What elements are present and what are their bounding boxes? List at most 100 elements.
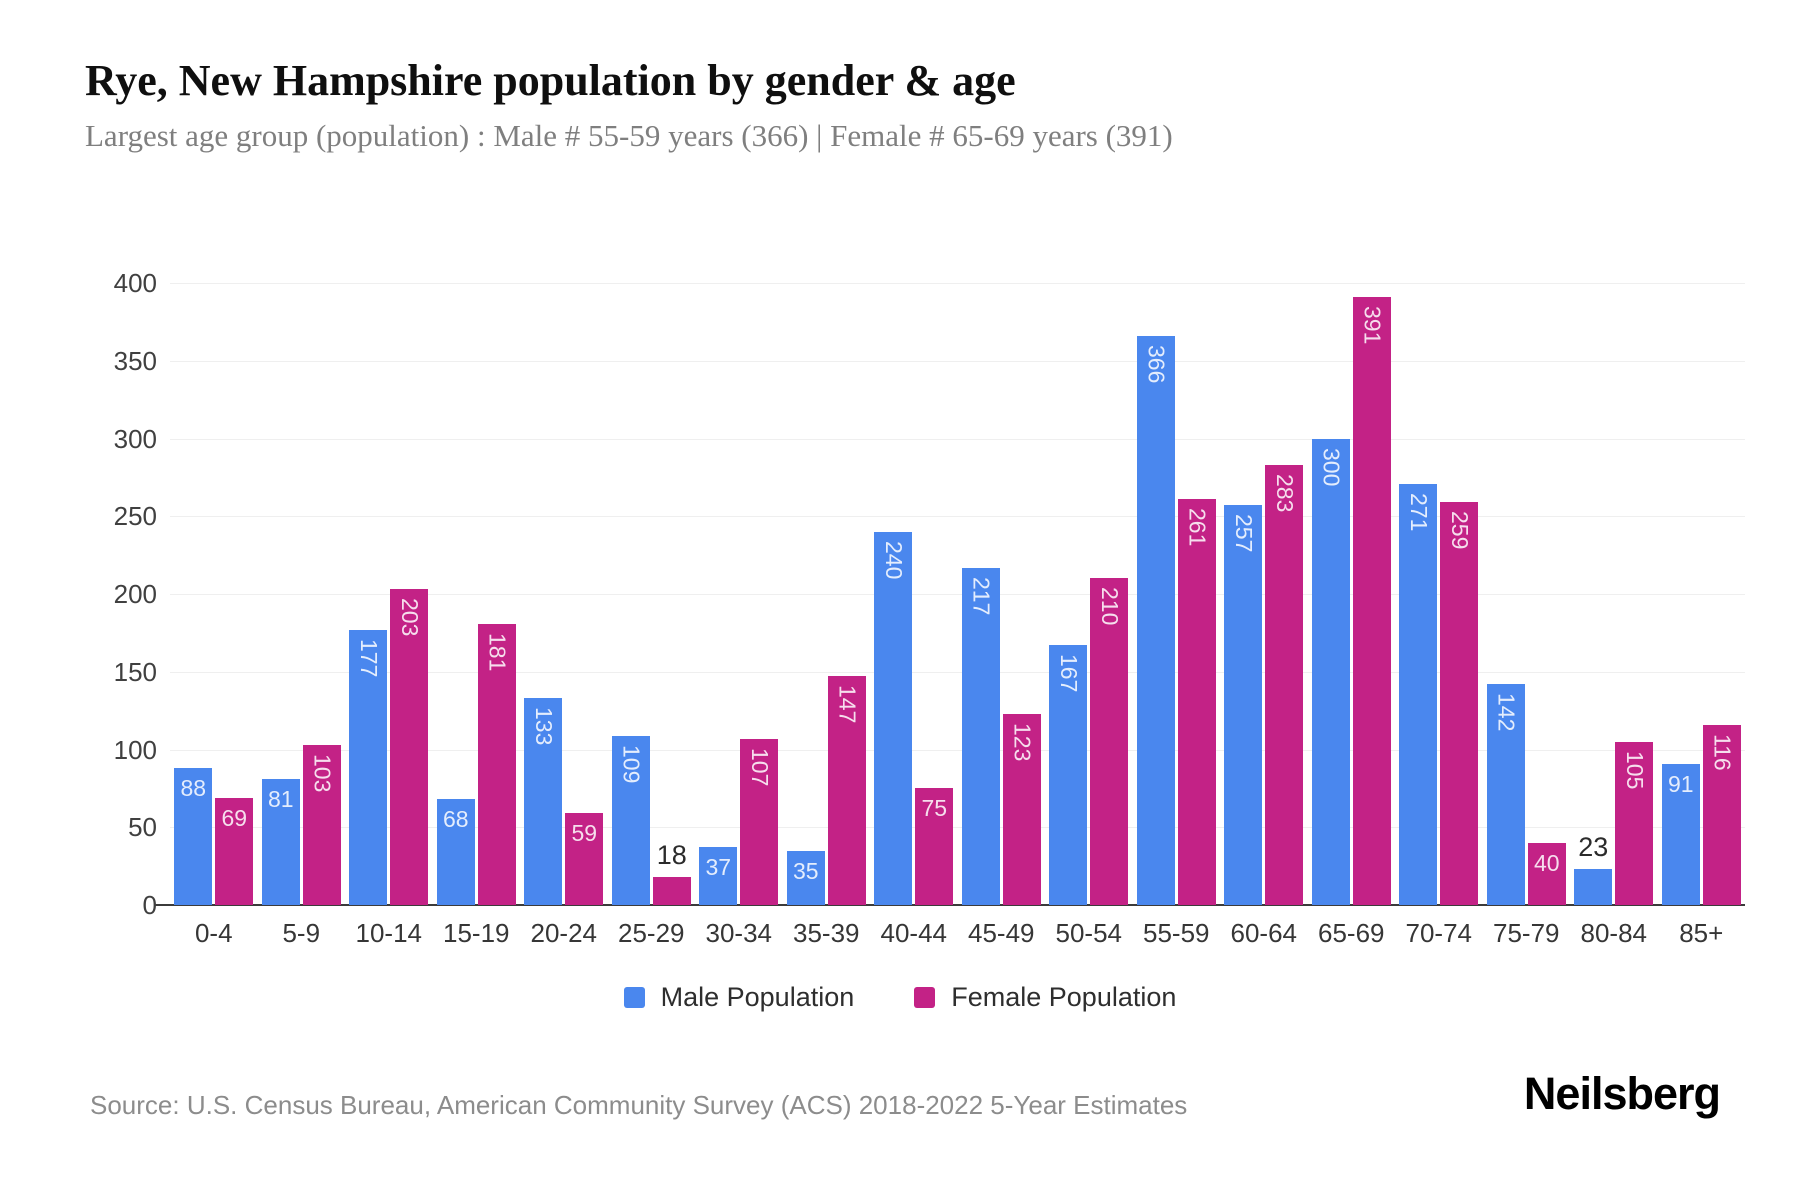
y-tick-label-400: 400 [113,268,157,298]
bar-male-45-49[interactable]: 217 [961,567,1000,905]
bar-group-25-29: 109 18 [608,283,696,905]
x-tick-label-40-44: 40-44 [880,918,948,948]
bar-value-label: 257 [1230,514,1257,553]
bar-male-20-24[interactable]: 133 [524,698,563,905]
bar-female-0-4[interactable]: 69 [215,797,254,905]
bar-male-35-39[interactable]: 35 [786,850,825,905]
bar-value-label: 283 [1271,473,1298,513]
bar-male-65-69[interactable]: 300 [1311,438,1350,905]
bar-group-75-79: 142 40 [1483,283,1571,905]
bar-group-55-59: 366 261 [1133,283,1221,905]
bar-male-75-79[interactable]: 142 [1486,684,1525,905]
bar-female-35-39[interactable]: 147 [827,676,866,905]
bar-value-label: 23 [1578,832,1609,863]
bar-female-55-59[interactable]: 261 [1177,499,1216,905]
bar-value-label: 18 [656,840,687,871]
bar-male-55-59[interactable]: 366 [1136,335,1175,905]
plot-area: 0 50 100 150 200 250 300 350 400 88 69 81 103 177 203 6… [114,268,1745,920]
bar-value-label: 177 [355,638,382,678]
bar-group-40-44: 240 75 [870,283,958,905]
gridline-200 [170,594,1745,595]
bar-value-label: 366 [1143,344,1170,384]
gridline-150 [170,671,1745,673]
bar-value-label: 123 [1009,722,1036,762]
chart-legend: Male Population Female Population [0,982,1800,1013]
bar-female-15-19[interactable]: 181 [477,623,516,905]
x-tick-label-5-9: 5-9 [282,918,321,948]
legend-item-male[interactable]: Male Population [623,982,854,1013]
y-tick-label-150: 150 [113,656,157,687]
bar-male-10-14[interactable]: 177 [349,629,388,905]
bar-value-label: 103 [309,753,336,793]
bar-female-60-64[interactable]: 283 [1265,464,1304,905]
bar-value-label: 300 [1318,447,1345,486]
bar-female-10-14[interactable]: 203 [390,589,429,905]
bar-value-label: 147 [834,685,861,724]
y-tick-label-0: 0 [142,890,157,920]
bar-male-60-64[interactable]: 257 [1224,505,1263,905]
y-tick-label-300: 300 [113,423,157,454]
bar-group-30-34: 37 107 [695,283,783,905]
y-tick-label-100: 100 [113,734,157,765]
legend-item-female[interactable]: Female Population [914,982,1176,1013]
bar-value-label: 210 [1096,587,1123,626]
x-tick-label-85+: 85+ [1679,918,1724,948]
bar-female-80-84[interactable]: 105 [1615,741,1654,905]
bar-male-85+[interactable]: 91 [1661,763,1700,905]
x-tick-label-10-14: 10-14 [355,918,423,948]
bar-female-70-74[interactable]: 259 [1440,502,1479,905]
bar-value-label: 271 [1405,492,1432,531]
bar-value-label: 59 [571,820,598,847]
bar-group-20-24: 133 59 [520,283,608,905]
y-tick-label-200: 200 [113,579,157,609]
bar-group-60-64: 257 283 [1220,283,1308,905]
bar-group-5-9: 81 103 [258,283,346,905]
legend-swatch-female [914,987,936,1008]
bar-female-50-54[interactable]: 210 [1090,578,1129,905]
bar-male-50-54[interactable]: 167 [1049,645,1088,905]
bar-male-40-44[interactable]: 240 [874,531,913,905]
bar-value-label: 40 [1533,849,1560,876]
bar-female-20-24[interactable]: 59 [565,813,604,905]
bar-group-50-54: 167 210 [1045,283,1133,905]
gridline-400 [170,283,1745,284]
bar-group-10-14: 177 203 [345,283,433,905]
bar-female-5-9[interactable]: 103 [302,744,341,905]
bar-group-15-19: 68 181 [433,283,521,905]
bar-male-15-19[interactable]: 68 [436,799,475,905]
x-tick-label-70-74: 70-74 [1405,918,1473,948]
bar-group-85+: 91 116 [1658,283,1746,905]
bar-male-5-9[interactable]: 81 [261,779,300,905]
bar-male-30-34[interactable]: 37 [699,847,738,905]
source-attribution: Source: U.S. Census Bureau, American Com… [90,1090,1188,1120]
bar-female-75-79[interactable]: 40 [1527,842,1566,905]
bar-male-70-74[interactable]: 271 [1399,483,1438,905]
bar-male-80-84[interactable]: 23 [1574,832,1613,905]
x-tick-label-20-24: 20-24 [530,918,598,948]
bar-female-40-44[interactable]: 75 [915,788,954,905]
x-axis-labels: 0-4 5-9 10-14 15-19 20-24 25-29 30-34 35-39 40-4… [170,918,1745,949]
y-tick-label-350: 350 [113,345,157,376]
gridline-50 [170,827,1745,829]
legend-label-female: Female Population [951,982,1177,1012]
bar-value-label: 91 [1667,770,1694,797]
bar-value-label: 261 [1184,508,1211,547]
bar-group-80-84: 23 105 [1570,283,1658,905]
neilsberg-logo: Neilsberg [1523,1068,1721,1119]
gridline-250 [170,516,1745,518]
bar-group-45-49: 217 123 [958,283,1046,905]
gridline-350 [170,360,1745,362]
bar-group-35-39: 35 147 [783,283,871,905]
bar-male-0-4[interactable]: 88 [174,768,213,905]
bar-female-65-69[interactable]: 391 [1352,297,1391,905]
legend-swatch-male [623,987,645,1008]
bar-female-45-49[interactable]: 123 [1002,713,1041,905]
bar-male-25-29[interactable]: 109 [611,735,650,905]
bar-value-label: 81 [267,786,294,813]
bar-female-85+[interactable]: 116 [1702,724,1741,905]
bar-value-label: 105 [1621,750,1648,790]
bar-groups: 88 69 81 103 177 203 68 181 133 59 109 18 37 107 35 147… [170,283,1745,905]
bar-female-25-29[interactable]: 18 [652,840,691,905]
bar-female-30-34[interactable]: 107 [740,738,779,905]
